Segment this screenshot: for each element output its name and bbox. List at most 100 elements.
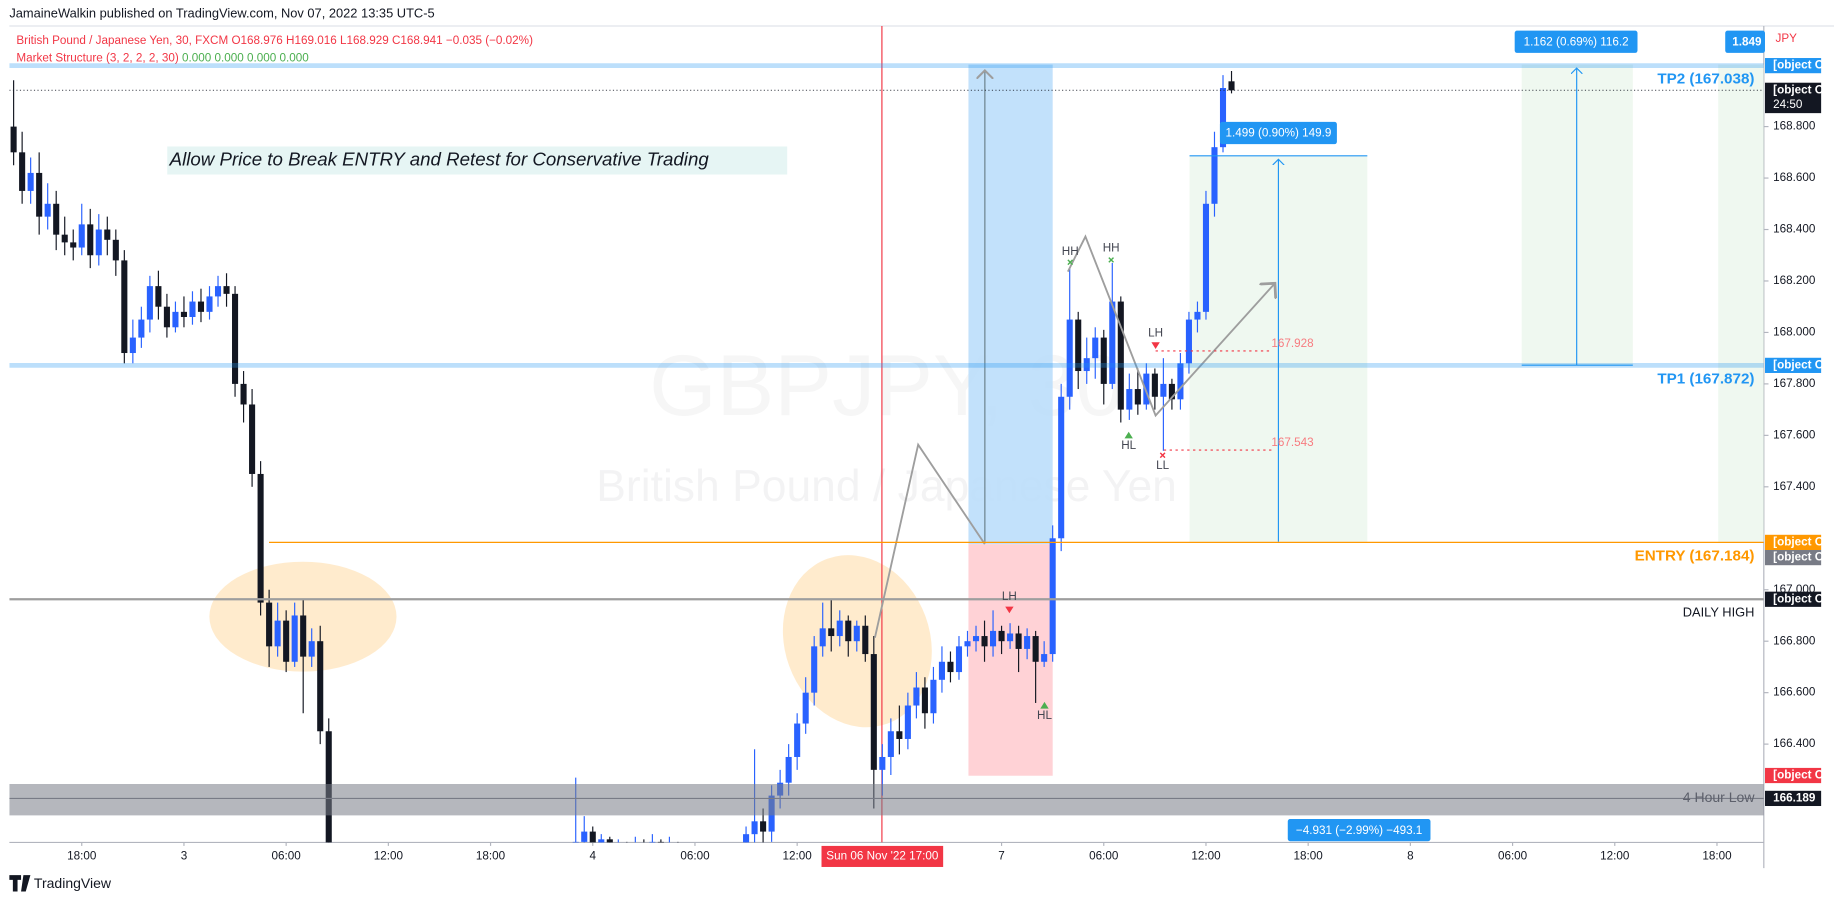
indicator-value: 0.000 [247, 52, 277, 65]
candle-body [257, 473, 264, 603]
y-tick-label: 167.600 [1773, 428, 1816, 441]
candle-body [853, 625, 860, 642]
candle-body [163, 306, 170, 328]
candle-body [1058, 396, 1065, 539]
candle-body [61, 234, 68, 243]
candle-body [819, 628, 826, 647]
brand: TradingView [34, 875, 112, 891]
measure-box [1287, 819, 1431, 842]
candle-body [95, 229, 102, 256]
candle-body [598, 839, 605, 843]
candle-body [998, 630, 1005, 642]
measure-label: 1.162 (0.69%) 116.2 [1524, 35, 1629, 48]
candle-body [240, 383, 247, 405]
indicator-legend: Market Structure (3, 2, 2, 2, 30) 0.000 … [16, 52, 309, 65]
candle-body [291, 615, 298, 662]
candle-body [1083, 358, 1090, 372]
watermark-subtitle: British Pound / Japanese Yen [596, 462, 1177, 511]
x-tick-label: 3 [181, 850, 188, 863]
candle-body [249, 404, 256, 474]
candle-body [1109, 301, 1116, 384]
candle-body [1126, 389, 1133, 410]
structure-marker [1005, 606, 1014, 614]
candle-body [760, 821, 767, 832]
price-tag-label: [object Object] [1773, 83, 1834, 96]
structure-label: HL [1037, 709, 1052, 722]
price-tag [1764, 767, 1822, 784]
candle-body [1168, 383, 1175, 400]
candle-body [214, 286, 222, 297]
structure-marker [1151, 342, 1160, 349]
annotation: Allow Price to Break ENTRY and Retest fo… [169, 148, 710, 169]
candle-body [197, 301, 205, 312]
measure-label: 1.499 (0.90%) 149.9 [1225, 127, 1331, 140]
annotation-box [167, 146, 788, 175]
candle-body [1024, 636, 1031, 649]
measure-box [1219, 121, 1337, 145]
candle-body [1185, 319, 1192, 364]
plot: GBPJPY, 30 British Pound / Japanese Yen … [9, 25, 1764, 843]
candle-body [1143, 373, 1150, 405]
candle-body [785, 756, 792, 783]
price-tag-label: [object Object] [1773, 769, 1834, 782]
y-tick-label: 168.000 [1773, 326, 1816, 339]
candle-body [1117, 301, 1124, 410]
level-label: TP2 (167.038) [1657, 71, 1754, 88]
candle-body [129, 337, 136, 354]
candle-body [896, 731, 903, 739]
indicator-value: 0.000 [215, 52, 245, 65]
x-tick-label: 12:00 [374, 850, 404, 863]
candle-body [112, 239, 119, 261]
candle-body [1211, 147, 1218, 204]
currency: JPY [1776, 32, 1798, 45]
candle-body [27, 172, 34, 191]
structure-marker [1124, 431, 1133, 439]
crosshair-tag [821, 845, 944, 867]
candle-body [581, 831, 588, 842]
measure-box [1514, 30, 1638, 53]
candle-body [172, 311, 179, 328]
candle-body [921, 687, 928, 714]
price-tag [1764, 790, 1822, 807]
publisher: JamaineWalkin published on TradingView.c… [9, 6, 434, 21]
structure-label: HH [1062, 245, 1079, 258]
candle-body [1228, 81, 1235, 91]
candle-body [1007, 633, 1014, 642]
level-label: DAILY HIGH [1683, 605, 1755, 620]
price-tag [1764, 82, 1822, 114]
target-zone [968, 64, 1053, 545]
candle-body [232, 293, 239, 384]
indicator-value: 0.000 [182, 52, 212, 65]
candle-body [572, 841, 579, 843]
candle-body [283, 620, 290, 662]
y-tick-label: 167.400 [1773, 480, 1816, 493]
price-tag [1764, 591, 1822, 607]
y-tick-label: 168.800 [1773, 120, 1816, 133]
x-tick-label: 12:00 [1600, 850, 1630, 863]
y-tick-label: 166.800 [1773, 634, 1816, 647]
candle-body [70, 242, 77, 248]
price-tag [1764, 534, 1822, 550]
candle-body [1151, 373, 1158, 397]
structure-marker [1159, 452, 1166, 459]
x-tick-label: 4 [590, 850, 597, 863]
structure-label: HL [1121, 439, 1136, 452]
candle-body [938, 661, 945, 680]
structure-level-label: 167.928 [1271, 337, 1313, 350]
candle-body [743, 834, 750, 843]
x-tick-label: 18:00 [1294, 850, 1324, 863]
candle-body [189, 301, 196, 318]
candle-body [972, 636, 980, 642]
candle-body [794, 723, 801, 757]
candle-body [990, 630, 997, 647]
price-tag-label: [object Object] [1773, 592, 1834, 605]
candle-body [1100, 337, 1107, 384]
candle-body [180, 311, 187, 318]
countdown: 24:50 [1773, 98, 1803, 111]
ohlc: O168.976 H169.016 L168.929 C168.941 −0.0… [231, 34, 533, 47]
zone-band [9, 783, 1764, 816]
candle-body [317, 641, 324, 732]
price-tag-label: 166.189 [1773, 792, 1816, 805]
candle-body [811, 646, 818, 693]
